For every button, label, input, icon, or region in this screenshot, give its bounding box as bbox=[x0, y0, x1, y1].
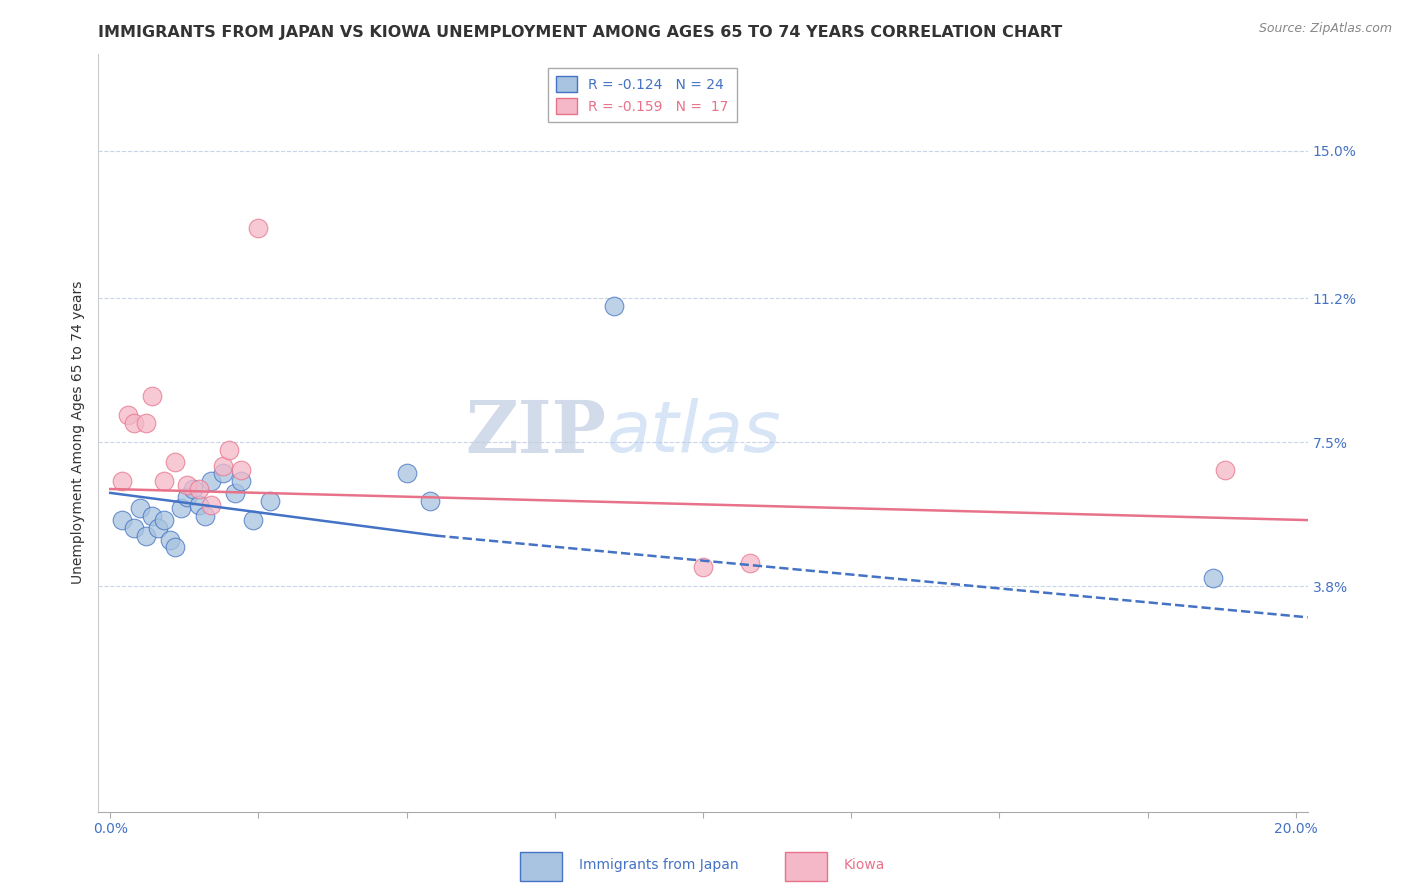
Point bbox=[419, 493, 441, 508]
Point bbox=[170, 501, 193, 516]
Point bbox=[740, 556, 762, 570]
Point bbox=[224, 486, 246, 500]
Point bbox=[152, 513, 174, 527]
Point bbox=[200, 474, 222, 488]
Point bbox=[200, 498, 222, 512]
Point bbox=[1213, 462, 1236, 476]
Point bbox=[176, 478, 198, 492]
Point bbox=[212, 467, 235, 481]
Point bbox=[165, 455, 187, 469]
FancyBboxPatch shape bbox=[785, 852, 827, 881]
Point bbox=[229, 462, 252, 476]
Point bbox=[165, 541, 187, 555]
Point bbox=[194, 509, 217, 524]
Point bbox=[218, 443, 240, 458]
Text: atlas: atlas bbox=[606, 398, 780, 467]
Point bbox=[188, 482, 211, 496]
Point bbox=[135, 416, 157, 430]
Text: Source: ZipAtlas.com: Source: ZipAtlas.com bbox=[1258, 22, 1392, 36]
Point bbox=[122, 521, 145, 535]
Point bbox=[122, 416, 145, 430]
Point bbox=[242, 513, 264, 527]
FancyBboxPatch shape bbox=[520, 852, 562, 881]
Point bbox=[135, 529, 157, 543]
Point bbox=[159, 533, 181, 547]
Text: Kiowa: Kiowa bbox=[844, 858, 884, 872]
Point bbox=[1202, 571, 1225, 585]
Point bbox=[129, 501, 152, 516]
Point bbox=[395, 467, 418, 481]
Point bbox=[181, 482, 204, 496]
Point bbox=[141, 509, 163, 524]
Point bbox=[146, 521, 169, 535]
Text: ZIP: ZIP bbox=[465, 397, 606, 468]
Point bbox=[247, 221, 270, 235]
Point bbox=[692, 559, 714, 574]
Legend: R = -0.124   N = 24, R = -0.159   N =  17: R = -0.124 N = 24, R = -0.159 N = 17 bbox=[548, 68, 737, 122]
Point bbox=[212, 458, 235, 473]
Point bbox=[117, 408, 139, 422]
Point bbox=[188, 498, 211, 512]
Text: Immigrants from Japan: Immigrants from Japan bbox=[579, 858, 740, 872]
Point bbox=[229, 474, 252, 488]
Point bbox=[111, 474, 134, 488]
Text: IMMIGRANTS FROM JAPAN VS KIOWA UNEMPLOYMENT AMONG AGES 65 TO 74 YEARS CORRELATIO: IMMIGRANTS FROM JAPAN VS KIOWA UNEMPLOYM… bbox=[98, 25, 1063, 40]
Point bbox=[259, 493, 281, 508]
Point bbox=[176, 490, 198, 504]
Point bbox=[141, 389, 163, 403]
Point bbox=[603, 299, 626, 313]
Point bbox=[152, 474, 174, 488]
Y-axis label: Unemployment Among Ages 65 to 74 years: Unemployment Among Ages 65 to 74 years bbox=[70, 281, 84, 584]
Point bbox=[111, 513, 134, 527]
